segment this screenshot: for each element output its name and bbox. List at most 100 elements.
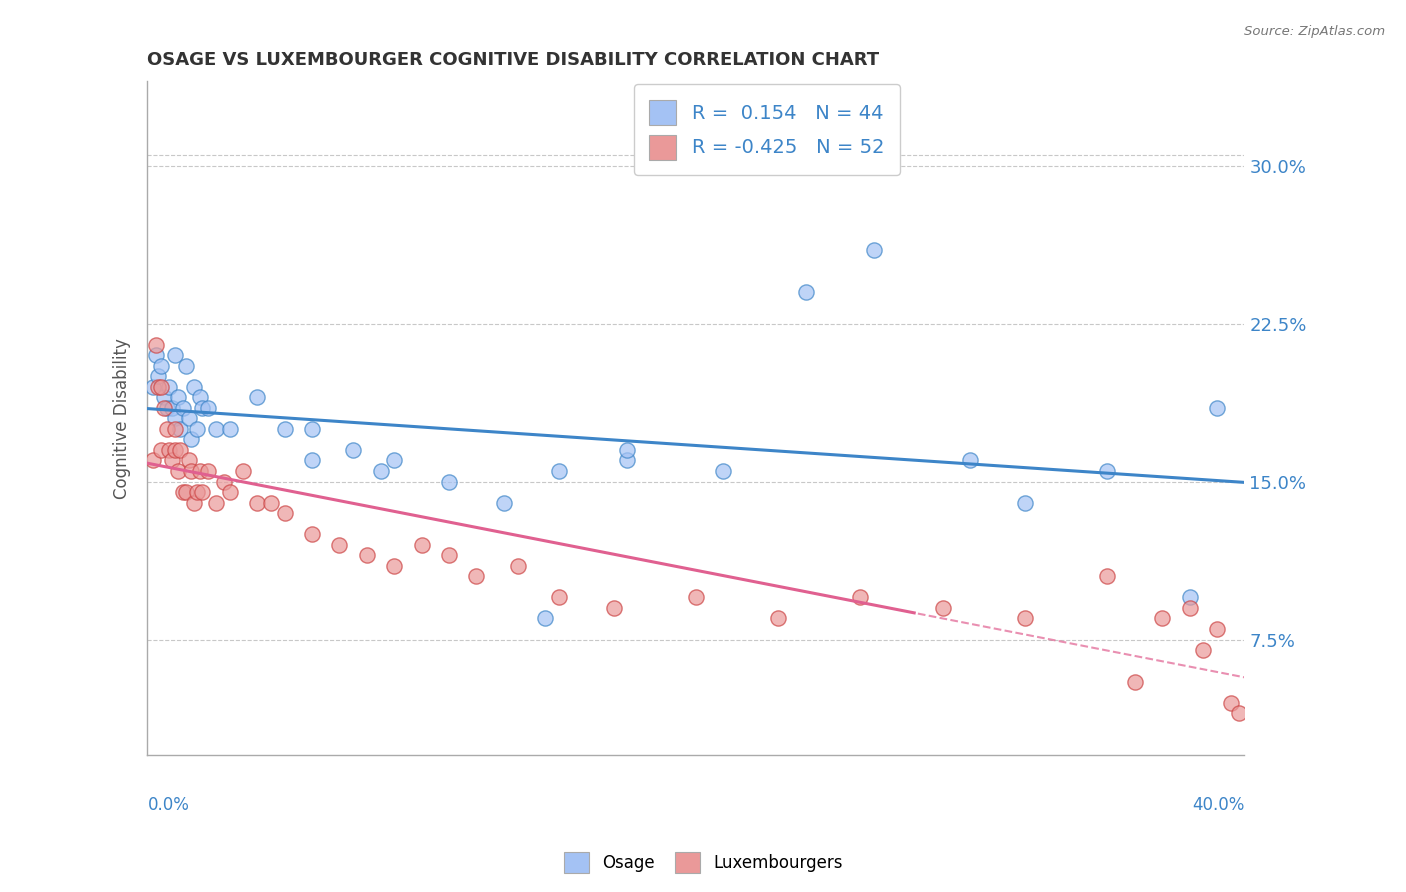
Point [163,411,186,425]
Text: OSAGE VS LUXEMBOURGER COGNITIVE DISABILITY CORRELATION CHART: OSAGE VS LUXEMBOURGER COGNITIVE DISABILI… [148,51,880,69]
Point [1014,611,1036,625]
Point [148,380,170,394]
Point [273,506,295,520]
Point [172,485,194,500]
Text: 40.0%: 40.0% [1192,796,1244,814]
Point [186,485,208,500]
Y-axis label: Cognitive Disability: Cognitive Disability [114,338,131,499]
Point [246,390,269,404]
Point [191,485,214,500]
Point [205,422,228,436]
Point [301,453,323,467]
Point [160,453,183,467]
Text: Source: ZipAtlas.com: Source: ZipAtlas.com [1244,25,1385,38]
Point [356,548,378,562]
Point [150,380,173,394]
Point [186,422,208,436]
Point [1097,464,1119,478]
Point [547,464,569,478]
Point [183,380,205,394]
Point [246,495,269,509]
Point [177,453,200,467]
Point [411,538,433,552]
Point [180,464,202,478]
Point [382,453,405,467]
Point [172,401,194,415]
Point [492,495,515,509]
Point [197,464,219,478]
Point [1123,674,1146,689]
Point [1178,601,1201,615]
Point [437,548,460,562]
Point [260,495,283,509]
Point [1219,696,1241,710]
Point [1097,569,1119,583]
Legend: Osage, Luxembourgers: Osage, Luxembourgers [557,846,849,880]
Point [547,591,569,605]
Point [534,611,557,625]
Point [163,422,186,436]
Point [382,558,405,573]
Point [150,359,173,373]
Point [174,485,197,500]
Point [711,464,734,478]
Point [932,601,955,615]
Point [232,464,254,478]
Point [301,527,323,541]
Point [212,475,235,489]
Point [328,538,350,552]
Point [188,464,211,478]
Point [166,464,188,478]
Point [177,411,200,425]
Point [155,401,177,415]
Point [616,442,638,457]
Point [465,569,488,583]
Point [157,380,180,394]
Point [160,401,183,415]
Point [959,453,981,467]
Point [1192,643,1215,657]
Point [342,442,364,457]
Point [849,591,872,605]
Legend: R =  0.154   N = 44, R = -0.425   N = 52: R = 0.154 N = 44, R = -0.425 N = 52 [634,85,900,175]
Point [142,453,165,467]
Point [370,464,392,478]
Point [174,359,197,373]
Point [1014,495,1036,509]
Point [148,369,170,384]
Point [145,337,167,351]
Point [183,495,205,509]
Point [616,453,638,467]
Point [142,380,165,394]
Point [188,390,211,404]
Point [794,285,817,299]
Point [273,422,295,436]
Point [145,348,167,362]
Point [218,422,240,436]
Text: 0.0%: 0.0% [148,796,190,814]
Point [163,348,186,362]
Point [1178,591,1201,605]
Point [1206,622,1229,636]
Point [685,591,707,605]
Point [150,442,173,457]
Point [155,422,177,436]
Point [169,422,191,436]
Point [602,601,624,615]
Point [197,401,219,415]
Point [205,495,228,509]
Point [863,243,886,257]
Point [766,611,789,625]
Point [169,442,191,457]
Point [437,475,460,489]
Point [1227,706,1250,721]
Point [180,433,202,447]
Point [163,442,186,457]
Point [191,401,214,415]
Point [153,390,176,404]
Point [157,442,180,457]
Point [1206,401,1229,415]
Point [166,390,188,404]
Point [218,485,240,500]
Point [153,401,176,415]
